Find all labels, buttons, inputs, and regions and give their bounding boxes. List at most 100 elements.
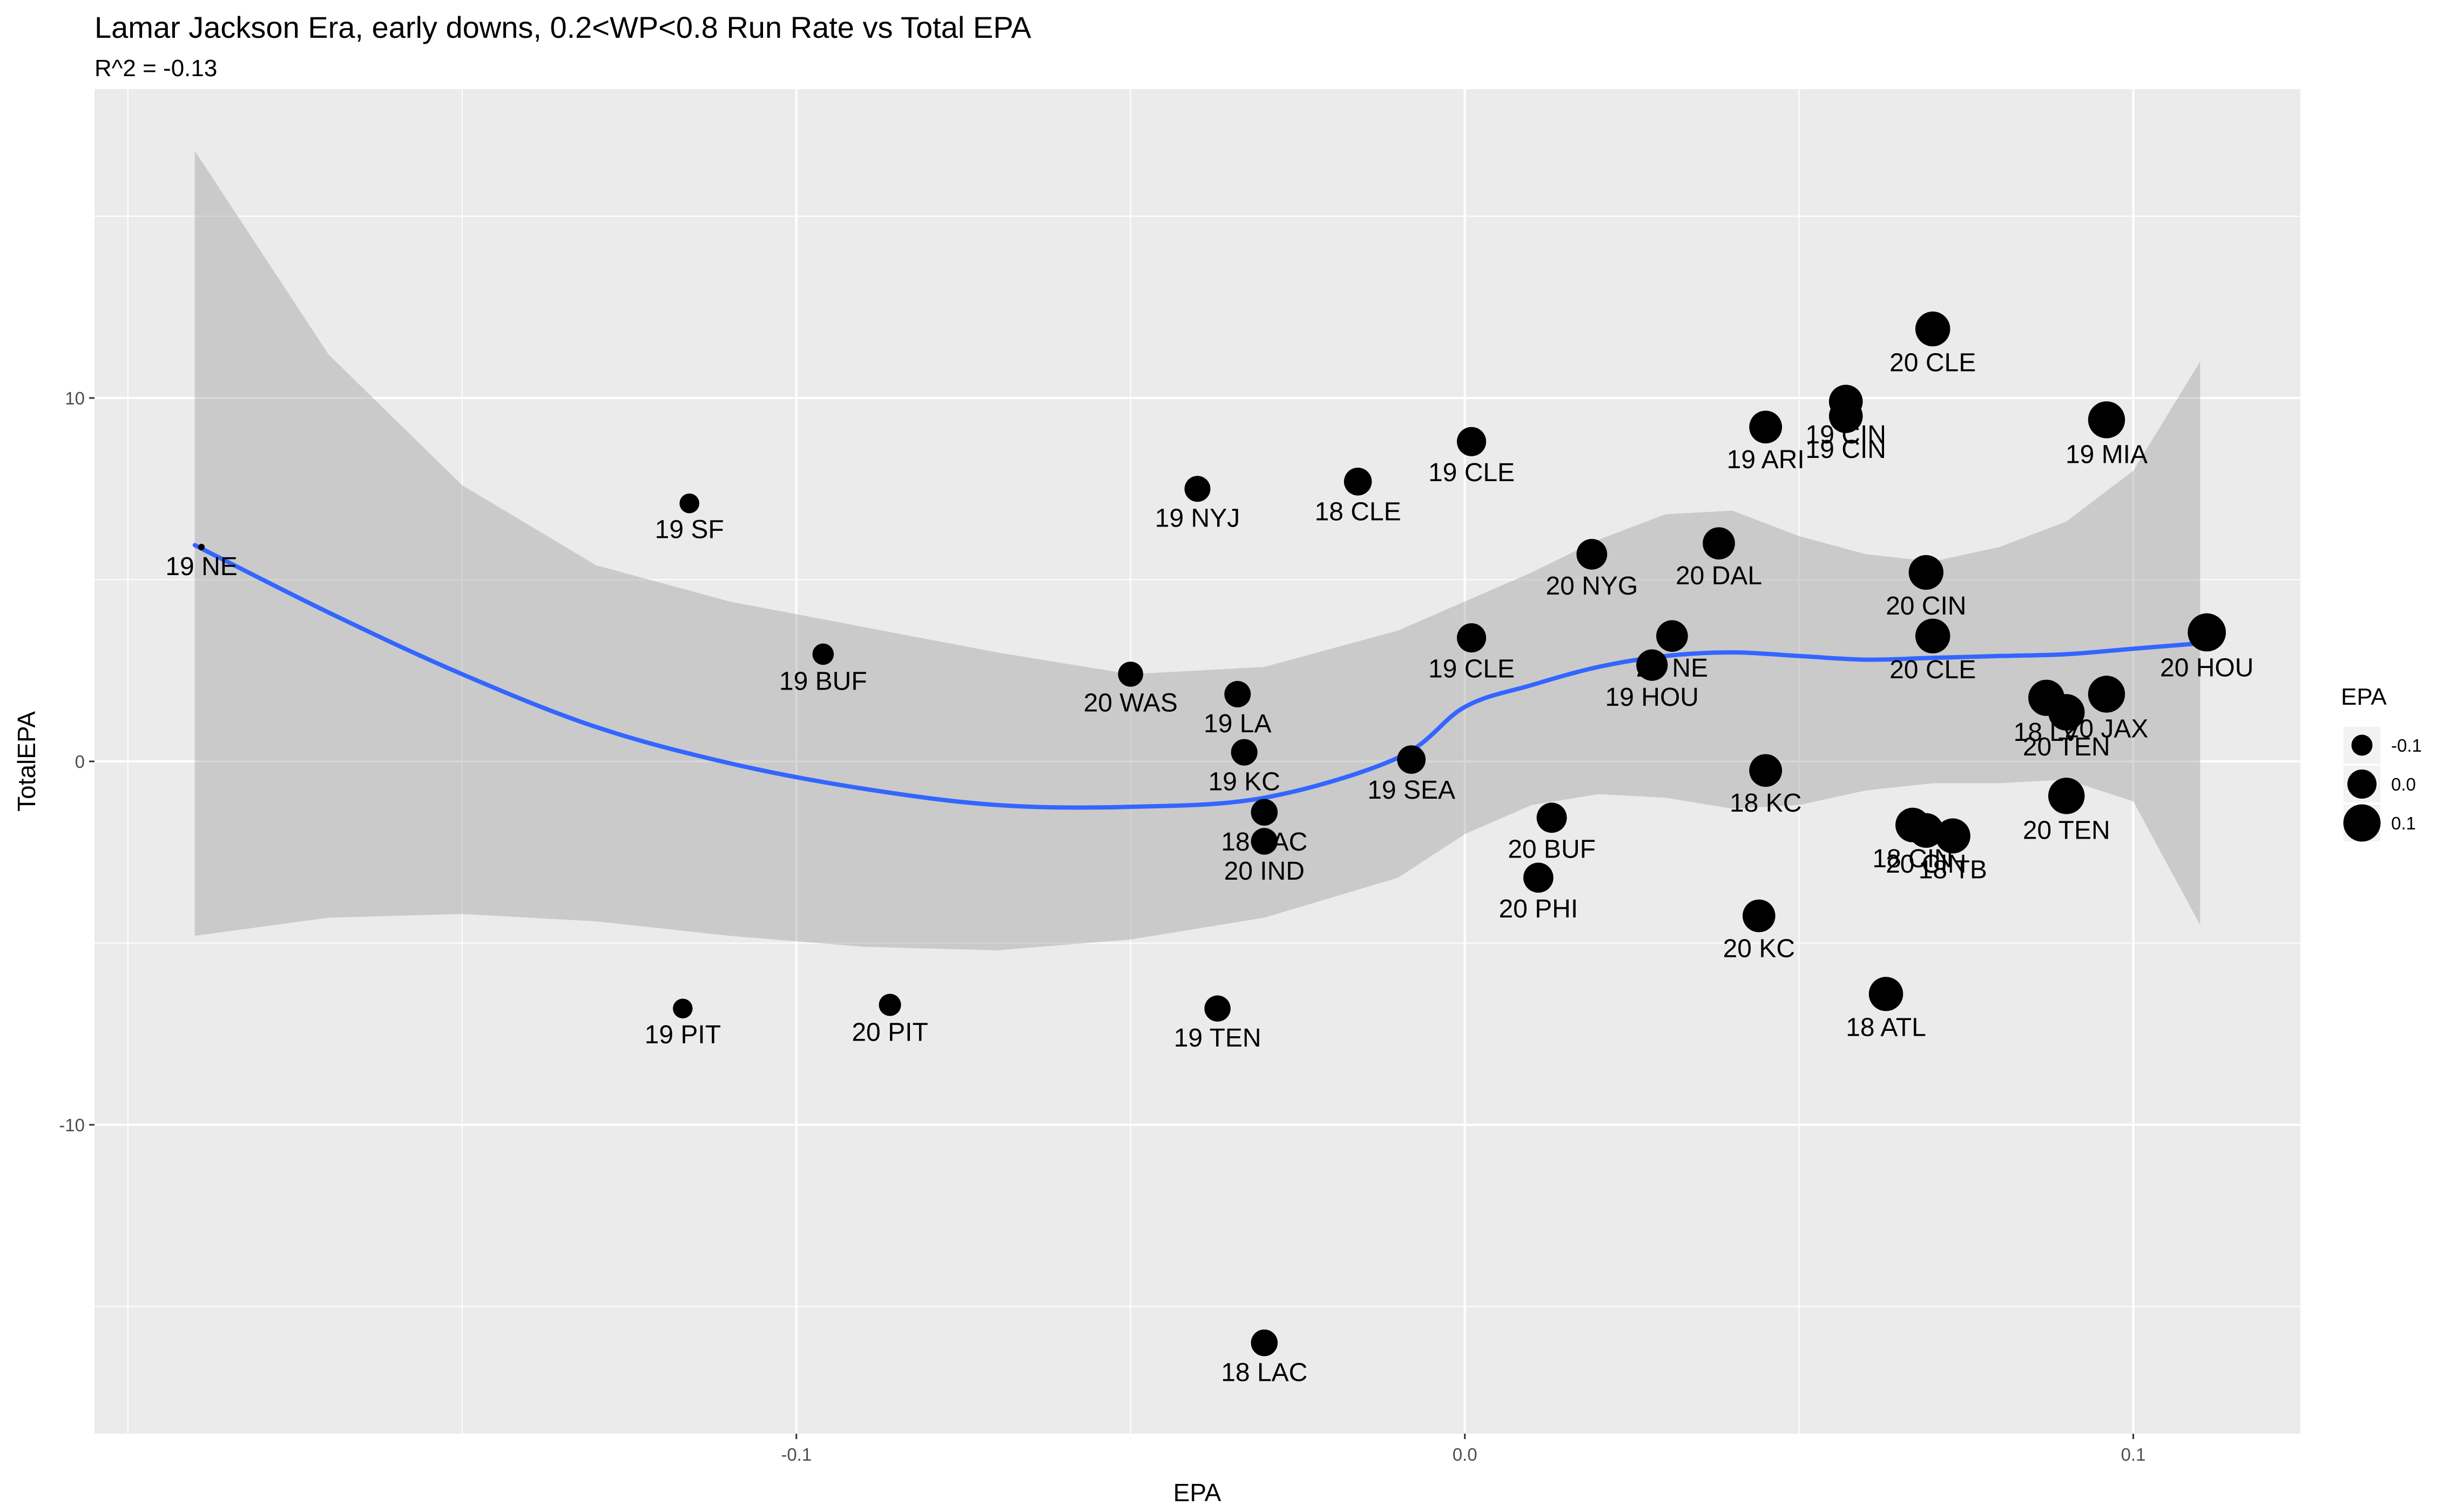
data-point	[2188, 613, 2226, 652]
data-point	[1908, 813, 1943, 848]
data-point	[1656, 620, 1688, 652]
y-tick-label: -10	[59, 1115, 85, 1135]
data-point-label: 19 LA	[1204, 710, 1271, 738]
data-point	[1523, 862, 1554, 893]
chart-subtitle: R^2 = -0.13	[94, 55, 218, 82]
data-point	[1743, 899, 1776, 933]
legend-key-point	[2343, 804, 2381, 842]
data-point	[1456, 427, 1487, 456]
data-point	[1536, 802, 1567, 833]
legend-label: 0.1	[2391, 813, 2416, 833]
data-point-label: 19 HOU	[1605, 683, 1699, 712]
data-point-label: 19 NYJ	[1155, 504, 1240, 532]
data-point	[1184, 476, 1211, 502]
data-point-label: 20 BUF	[1508, 835, 1596, 863]
data-point	[1915, 311, 1950, 347]
data-point-label: 18 TB	[1919, 855, 1987, 884]
data-point	[1251, 828, 1278, 855]
x-tick-label: 0.0	[1453, 1444, 1477, 1464]
data-point-label: 18 LAC	[1221, 828, 1307, 856]
data-point-label: 18 LV	[2014, 718, 2080, 747]
data-point	[1251, 1329, 1278, 1356]
data-point-label: 19 SF	[655, 515, 724, 544]
data-point-label: 20 CIN	[1886, 850, 1966, 879]
data-point-label: 20 WAS	[1084, 689, 1178, 718]
data-point	[198, 543, 205, 550]
data-point	[1397, 745, 1426, 774]
data-point	[1456, 623, 1487, 653]
data-point	[812, 643, 834, 665]
data-point	[1828, 399, 1863, 433]
data-point-label: 19 NE	[165, 552, 237, 581]
data-point	[673, 998, 693, 1018]
data-point	[1915, 618, 1950, 654]
data-point	[1344, 468, 1372, 496]
legend-key-point	[2347, 770, 2377, 799]
y-tick-label: 10	[65, 388, 85, 408]
confidence-band	[194, 151, 2200, 950]
grid-lines	[94, 89, 2300, 1434]
data-point	[879, 994, 901, 1016]
data-point-label: 20 CLE	[1889, 348, 1976, 377]
data-point-label: 18 CIN	[1872, 845, 1953, 873]
data-point-label: 20 PIT	[852, 1018, 928, 1047]
data-point-label: 19 ARI	[1727, 446, 1805, 474]
data-point-label: 20 NYG	[1545, 572, 1638, 600]
data-point	[1703, 527, 1735, 560]
legend: EPA -0.1 0.0 0.1	[2341, 684, 2422, 842]
data-point-label: 19 SEA	[1367, 776, 1455, 805]
data-point	[2088, 401, 2125, 438]
data-point-label: 18 KC	[1730, 789, 1801, 818]
x-tick-label: -0.1	[781, 1444, 812, 1464]
data-point	[1935, 818, 1970, 854]
data-point	[1231, 739, 1258, 766]
data-point	[1576, 538, 1608, 570]
chart-title: Lamar Jackson Era, early downs, 0.2<WP<0…	[94, 10, 1031, 44]
data-points	[198, 311, 2226, 1356]
data-point-label: 18 ATL	[1846, 1013, 1926, 1042]
data-point-label: 19 BUF	[779, 667, 867, 696]
data-point-label: 20 NE	[1636, 654, 1708, 683]
legend-label: 0.0	[2391, 774, 2416, 794]
legend-title: EPA	[2341, 684, 2387, 710]
data-point-label: 19 CLE	[1428, 458, 1515, 487]
data-point-label: 20 IND	[1224, 857, 1305, 886]
y-tick-label: 0	[75, 752, 85, 772]
data-point-label: 19 CIN	[1806, 421, 1886, 449]
data-point-label: 19 KC	[1208, 768, 1280, 796]
x-axis-title: EPA	[1173, 1479, 1221, 1507]
data-point-label: 19 PIT	[645, 1021, 721, 1049]
data-point	[2048, 778, 2085, 814]
data-point-label: 19 CLE	[1428, 654, 1515, 683]
data-point-label: 20 PHI	[1498, 895, 1578, 923]
data-point-label: 19 CIN	[1806, 435, 1886, 464]
data-point-label: 20 CLE	[1889, 656, 1976, 684]
data-point-label: 18 CLE	[1315, 498, 1401, 526]
data-point-label: 20 JAX	[2065, 715, 2149, 744]
data-point	[1749, 410, 1783, 444]
plot-panel: 19 NE 19 SF 19 BUF 19 PIT 20 PIT 20 WAS 19 NYJ…	[94, 89, 2300, 1434]
point-labels: 19 NE 19 SF 19 BUF 19 PIT 20 PIT 20 WAS 19 NYJ…	[165, 348, 2253, 1387]
data-point	[1204, 995, 1231, 1022]
data-point	[1908, 555, 1943, 590]
axes: -0.1 0.0 0.1 -10 0 10	[59, 388, 2145, 1464]
data-point	[679, 493, 700, 514]
data-point-label: 20 DAL	[1676, 562, 1762, 590]
data-point	[1251, 799, 1278, 826]
data-point	[2088, 676, 2125, 713]
data-point-label: 20 TEN	[2023, 733, 2110, 761]
x-tick-label: 0.1	[2121, 1444, 2146, 1464]
data-point-label: 18 LAC	[1221, 1359, 1307, 1387]
data-point-label: 19 MIA	[2066, 441, 2148, 469]
data-point-label: 20 HOU	[2160, 653, 2253, 682]
legend-key-point	[2351, 734, 2373, 756]
data-point	[1118, 662, 1143, 687]
data-point	[1636, 649, 1668, 681]
y-axis-title: TotalEPA	[12, 711, 40, 812]
data-point-label: 19 TEN	[1174, 1024, 1261, 1052]
data-point	[2048, 694, 2085, 731]
data-point-label: 20 TEN	[2023, 816, 2110, 845]
data-point-label: 20 KC	[1723, 934, 1795, 963]
data-point	[1868, 976, 1904, 1011]
